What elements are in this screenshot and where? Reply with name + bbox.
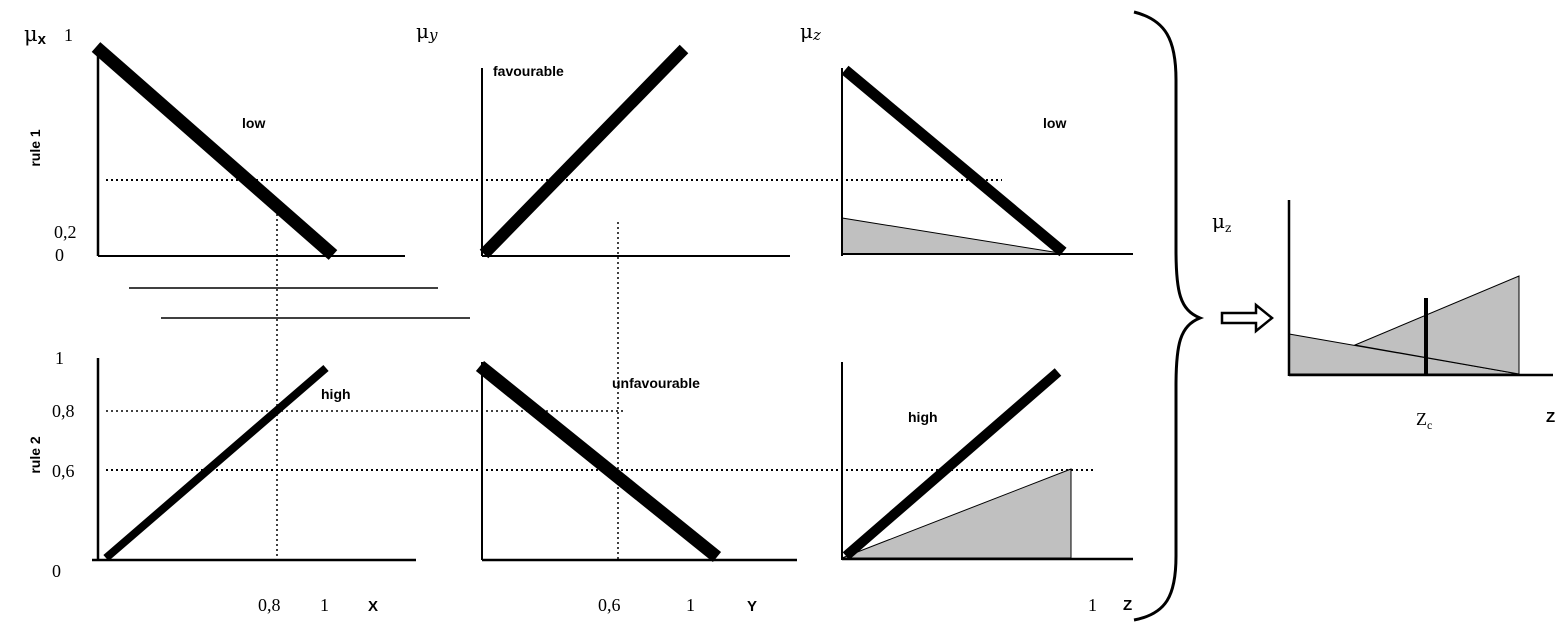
rule2-z-panel [841, 362, 1133, 561]
z-axis-label: Z [1123, 597, 1132, 614]
x-axis-label: X [368, 598, 378, 615]
rule2-z-high-membership-line [842, 368, 1062, 560]
tick-08: 0,8 [52, 401, 75, 421]
mu-z-label: μz [800, 19, 821, 44]
rule2-y-unfavourable-membership-line [475, 360, 722, 563]
rule2-x-panel [92, 358, 416, 562]
rule1-label: rule 1 [27, 129, 43, 167]
tick-z-1: 1 [1088, 595, 1097, 615]
set-label-z-high: high [908, 409, 938, 425]
tick-02: 0,2 [54, 222, 77, 242]
set-label-z-low: low [1043, 115, 1066, 131]
tick-x-1: 1 [320, 595, 329, 615]
output-rule2-area [1353, 275, 1520, 375]
mu-y-label: μy [416, 19, 438, 44]
tick-0-rule1: 0 [55, 245, 64, 265]
rule1-x-low-membership-line [91, 42, 338, 260]
set-label-y-favourable: favourable [493, 63, 564, 79]
rule1-y-favourable-membership-line [479, 44, 689, 259]
set-label-x-high: high [321, 386, 351, 402]
tick-1-top: 1 [64, 25, 73, 45]
centroid-label: Zc [1416, 409, 1432, 432]
mu-x-label: μx [24, 22, 47, 48]
aggregation-brace [1133, 10, 1205, 622]
rule2-z-clipped-area [841, 468, 1072, 559]
y-axis-label: Y [747, 598, 757, 615]
rule2-label: rule 2 [27, 436, 43, 474]
rule2-x-high-membership-line [103, 364, 329, 562]
set-label-x-low: low [242, 115, 265, 131]
tick-y-06: 0,6 [598, 595, 621, 615]
rule1-y-panel [479, 44, 790, 259]
tick-y-1: 1 [686, 595, 695, 615]
output-panel [1287, 200, 1553, 377]
rule1-z-panel [841, 65, 1133, 257]
set-label-y-unfavourable: unfavourable [612, 375, 700, 391]
mu-output-label: μz [1212, 209, 1231, 235]
rule2-y-panel [475, 360, 797, 563]
rule1-z-low-membership-line [841, 65, 1067, 257]
right-arrow-icon [1220, 302, 1274, 334]
output-z-axis-label: Z [1546, 409, 1555, 426]
tick-x-08: 0,8 [258, 595, 281, 615]
rule1-x-panel [91, 42, 405, 260]
tick-0-rule2: 0 [52, 561, 61, 581]
tick-06: 0,6 [52, 461, 75, 481]
tick-1-rule2: 1 [55, 348, 64, 368]
